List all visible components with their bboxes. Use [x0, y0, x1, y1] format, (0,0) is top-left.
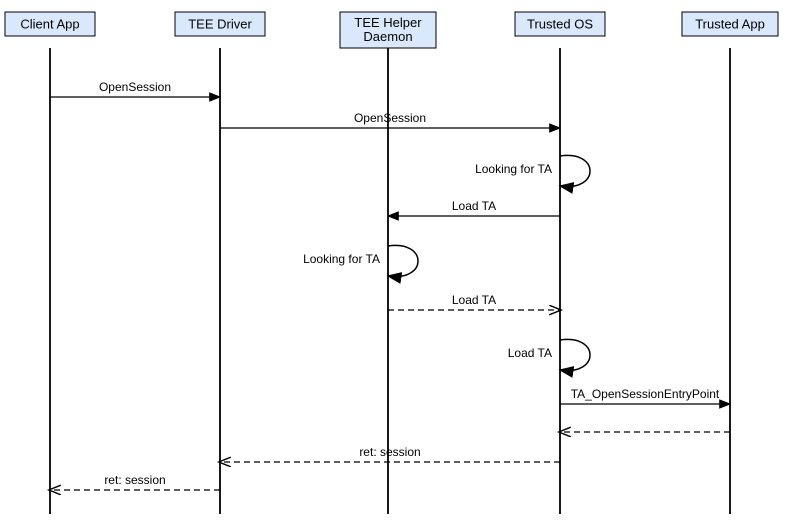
actor-label-tapp: Trusted App — [695, 16, 765, 31]
self-message-2 — [560, 155, 590, 186]
sequence-diagram: Client App TEE Driver TEE HelperDaemon Trus… — [0, 0, 801, 523]
message-label-10: ret: session — [104, 473, 165, 487]
actor-label-helper: TEE HelperDaemon — [354, 15, 422, 44]
message-label-7: TA_OpenSessionEntryPoint — [571, 387, 720, 401]
message-label-0: OpenSession — [99, 80, 171, 94]
message-label-5: Load TA — [452, 293, 496, 307]
message-label-9: ret: session — [359, 445, 420, 459]
self-message-6 — [560, 339, 590, 370]
self-message-label-6: Load TA — [508, 346, 552, 360]
self-message-label-2: Looking for TA — [475, 162, 552, 176]
actor-label-driver: TEE Driver — [188, 16, 252, 31]
self-message-4 — [388, 245, 418, 276]
self-message-label-4: Looking for TA — [303, 252, 380, 266]
message-label-1: OpenSession — [354, 111, 426, 125]
actor-label-client: Client App — [20, 16, 79, 31]
actor-label-tos: Trusted OS — [527, 16, 593, 31]
message-label-3: Load TA — [452, 199, 496, 213]
